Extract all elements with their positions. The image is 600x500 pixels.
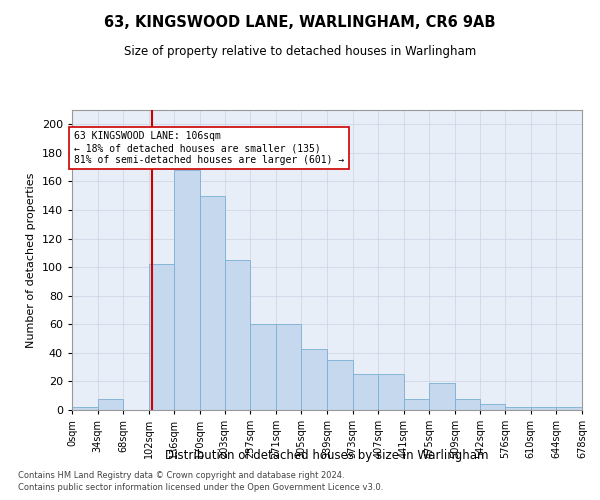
Text: 63 KINGSWOOD LANE: 106sqm
← 18% of detached houses are smaller (135)
81% of semi: 63 KINGSWOOD LANE: 106sqm ← 18% of detac… [74,132,344,164]
Bar [98,398,123,410]
Bar [353,374,378,410]
Bar [200,196,224,410]
Bar [224,260,250,410]
Bar [301,348,327,410]
Bar [72,407,98,410]
Text: 63, KINGSWOOD LANE, WARLINGHAM, CR6 9AB: 63, KINGSWOOD LANE, WARLINGHAM, CR6 9AB [104,15,496,30]
Bar [175,170,200,410]
Y-axis label: Number of detached properties: Number of detached properties [26,172,36,348]
Bar [149,264,175,410]
Bar [430,383,455,410]
Text: Contains HM Land Registry data © Crown copyright and database right 2024.: Contains HM Land Registry data © Crown c… [18,470,344,480]
Bar [250,324,276,410]
Text: Size of property relative to detached houses in Warlingham: Size of property relative to detached ho… [124,45,476,58]
Bar [455,398,479,410]
Bar [479,404,505,410]
Text: Distribution of detached houses by size in Warlingham: Distribution of detached houses by size … [165,448,489,462]
Bar [327,360,353,410]
Bar [556,407,582,410]
Bar [505,407,531,410]
Bar [531,407,556,410]
Text: Contains public sector information licensed under the Open Government Licence v3: Contains public sector information licen… [18,483,383,492]
Bar [276,324,301,410]
Bar [404,398,430,410]
Bar [378,374,404,410]
